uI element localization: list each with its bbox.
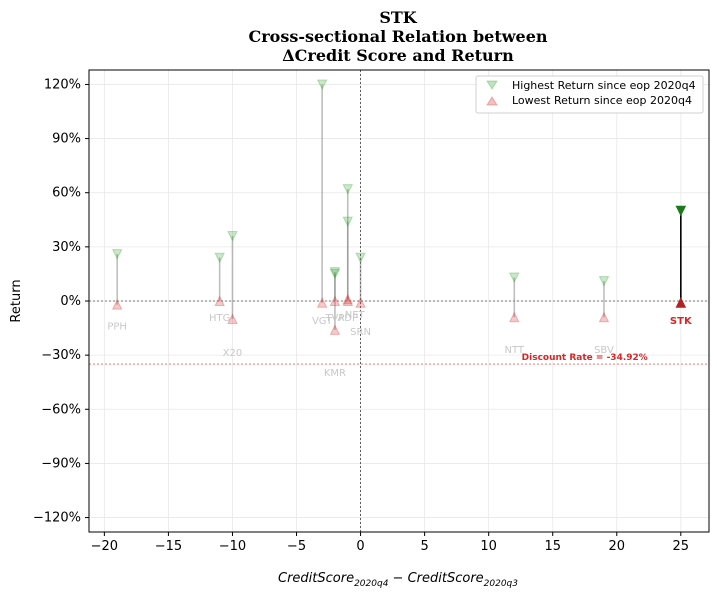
y-tick-label: 120% bbox=[44, 77, 81, 92]
chart-title-line-1: STK bbox=[379, 8, 417, 27]
x-tick-label: 15 bbox=[544, 539, 561, 554]
low-return-marker bbox=[342, 293, 354, 305]
high-return-marker bbox=[355, 252, 366, 264]
focus-low-marker bbox=[675, 297, 687, 308]
return-range-stems bbox=[116, 84, 682, 330]
high-return-marker bbox=[227, 231, 238, 242]
low-return-marker bbox=[111, 298, 123, 310]
low-return-marker bbox=[227, 313, 238, 325]
chart-title: STK Cross-sectional Relation between ΔCr… bbox=[249, 8, 548, 65]
ticker-label: VGT bbox=[312, 316, 333, 327]
low-return-marker bbox=[342, 295, 354, 306]
low-return-marker bbox=[355, 297, 366, 308]
ticker-label: NTT bbox=[505, 345, 525, 356]
y-tick-label: −120% bbox=[33, 511, 81, 526]
legend-box bbox=[475, 75, 704, 114]
ticker-label: NET bbox=[345, 310, 366, 321]
high-return-marker bbox=[342, 184, 354, 195]
low-return-marker bbox=[316, 297, 328, 308]
x-tick-label: −5 bbox=[287, 539, 306, 554]
chart-title-line-2: Cross-sectional Relation between bbox=[249, 27, 548, 46]
ticker-label: PPH bbox=[107, 322, 127, 333]
legend: Highest Return since eop 2020q4 Lowest R… bbox=[475, 75, 704, 114]
x-axis-label: CreditScore2020q4 − CreditScore2020q3 bbox=[278, 571, 518, 589]
x-axis-ticks: −20 −15 −10 −5 0 5 10 15 20 25 bbox=[91, 532, 689, 554]
high-return-marker bbox=[214, 252, 225, 264]
y-tick-label: 90% bbox=[52, 132, 81, 147]
chart-title-line-3: ΔCredit Score and Return bbox=[282, 46, 514, 65]
legend-high-label: Highest Return since eop 2020q4 bbox=[512, 79, 696, 92]
ticker-label: ADP bbox=[337, 313, 358, 324]
y-tick-label: 30% bbox=[52, 240, 81, 255]
ticker-label: HTG bbox=[209, 313, 230, 324]
x-tick-label: −20 bbox=[91, 539, 118, 554]
x-tick-label: 20 bbox=[608, 539, 625, 554]
ticker-label: SRN bbox=[350, 327, 371, 338]
y-axis-ticks: −120% −90% −60% −30% 0% 30% 60% 90% 120% bbox=[33, 77, 89, 526]
high-return-marker bbox=[111, 249, 123, 260]
y-tick-label: 60% bbox=[52, 186, 81, 201]
discount-rate-label: Discount Rate = -34.92% bbox=[522, 353, 648, 363]
focus-ticker-label: STK bbox=[670, 316, 693, 327]
ticker-label: SBV bbox=[594, 345, 614, 356]
x-tick-label: 10 bbox=[480, 539, 497, 554]
low-return-marker bbox=[598, 311, 610, 323]
legend-low-label: Lowest Return since eop 2020q4 bbox=[512, 94, 692, 107]
high-return-marker bbox=[329, 267, 341, 278]
low-return-marker bbox=[508, 311, 520, 323]
y-tick-label: −30% bbox=[41, 348, 81, 363]
ticker-label: KMR bbox=[324, 368, 346, 379]
legend-high-marker bbox=[486, 80, 498, 90]
reference-lines: Discount Rate = -34.92% bbox=[89, 70, 709, 532]
high-return-marker bbox=[316, 79, 328, 91]
x-tick-label: 5 bbox=[420, 539, 428, 554]
x-tick-label: −10 bbox=[219, 539, 246, 554]
y-tick-label: −90% bbox=[41, 456, 81, 471]
high-return-marker bbox=[342, 216, 354, 228]
ticker-label: X20 bbox=[223, 348, 243, 359]
high-return-marker bbox=[598, 276, 610, 287]
y-tick-label: 0% bbox=[60, 294, 81, 309]
y-axis-label: Return bbox=[9, 279, 24, 322]
low-return-marker bbox=[214, 295, 225, 306]
return-markers bbox=[111, 79, 687, 335]
y-tick-label: −60% bbox=[41, 402, 81, 417]
focus-high-marker bbox=[675, 205, 687, 217]
legend-low-marker bbox=[486, 96, 498, 106]
grid-lines bbox=[89, 70, 709, 532]
high-return-marker bbox=[329, 268, 341, 280]
high-return-marker bbox=[508, 272, 520, 284]
x-tick-label: 25 bbox=[673, 539, 690, 554]
low-return-marker bbox=[329, 295, 341, 306]
ticker-label: TVP bbox=[324, 313, 344, 324]
x-tick-label: 0 bbox=[356, 539, 364, 554]
x-tick-label: −15 bbox=[155, 539, 182, 554]
low-return-marker bbox=[329, 324, 341, 335]
